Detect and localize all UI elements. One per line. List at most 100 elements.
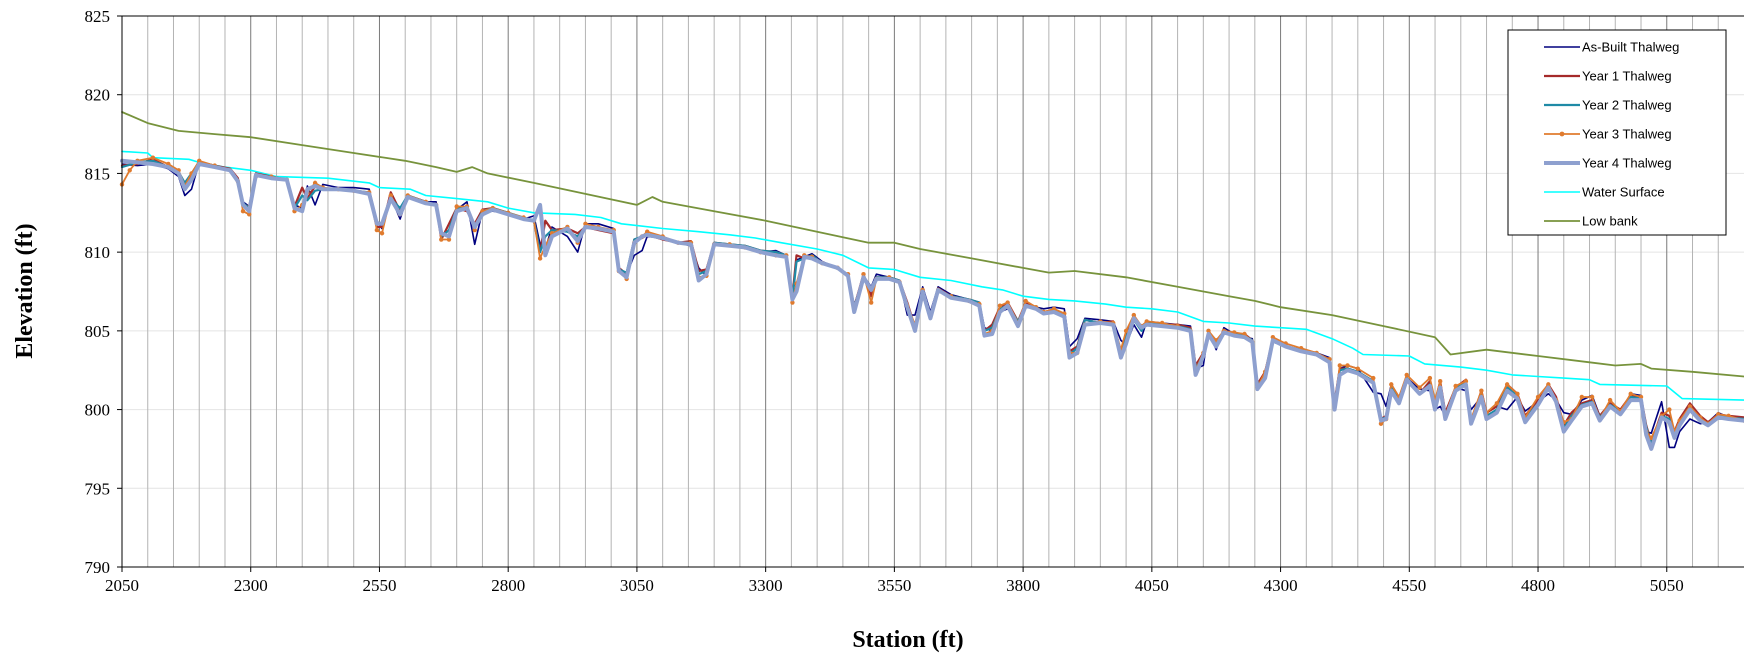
series-point bbox=[1337, 363, 1342, 368]
series-low-bank bbox=[121, 111, 1744, 378]
series-point bbox=[1005, 300, 1010, 305]
series-point bbox=[379, 231, 385, 236]
legend-item: Year 3 Thalweg bbox=[1544, 127, 1672, 142]
legend-item: As-Built Thalweg bbox=[1544, 40, 1679, 55]
x-tick-label: 4050 bbox=[1135, 576, 1169, 595]
series-point bbox=[1123, 328, 1129, 334]
y-tick-label: 805 bbox=[85, 322, 111, 341]
series-point bbox=[790, 300, 795, 305]
series-point bbox=[1589, 394, 1595, 400]
series-point bbox=[240, 209, 246, 214]
y-axis-title: Elevation (ft) bbox=[12, 223, 38, 358]
legend-item: Year 2 Thalweg bbox=[1544, 98, 1672, 113]
y-tick-labels: 790 795 800 805 810 815 820 825 bbox=[85, 7, 122, 577]
x-axis-title: Station (ft) bbox=[852, 627, 963, 653]
series-point bbox=[1131, 312, 1137, 318]
series-point bbox=[1535, 394, 1541, 400]
series-point bbox=[374, 227, 380, 233]
series-point bbox=[1463, 379, 1469, 384]
x-tick-label: 3050 bbox=[620, 576, 654, 595]
series-point bbox=[1546, 382, 1551, 387]
x-tick-label: 2300 bbox=[234, 576, 268, 595]
legend-box bbox=[1507, 29, 1727, 236]
series-point bbox=[312, 180, 318, 186]
series-point bbox=[1355, 366, 1361, 371]
plot-area bbox=[119, 15, 1744, 568]
legend-label: Year 1 Thalweg bbox=[1582, 69, 1672, 84]
legend-item: Water Surface bbox=[1544, 185, 1665, 200]
series-point bbox=[127, 168, 132, 173]
series-point bbox=[1417, 385, 1422, 390]
x-tick-label: 3300 bbox=[749, 576, 783, 595]
gridlines bbox=[122, 16, 1744, 567]
series-point bbox=[537, 256, 543, 261]
series-point bbox=[1453, 383, 1458, 389]
series-point bbox=[1504, 382, 1510, 387]
x-tick-label: 2550 bbox=[362, 576, 396, 595]
y-tick-label: 795 bbox=[85, 479, 111, 498]
x-tick-label: 4300 bbox=[1264, 576, 1298, 595]
y-tick-label: 825 bbox=[85, 7, 111, 26]
legend-marker bbox=[1559, 131, 1565, 137]
legend-label: As-Built Thalweg bbox=[1582, 40, 1679, 55]
x-tick-label: 3800 bbox=[1006, 576, 1040, 595]
y-tick-label: 800 bbox=[85, 401, 111, 420]
series-line bbox=[120, 158, 1744, 451]
y-tick-label: 790 bbox=[85, 558, 111, 577]
plot-frame bbox=[122, 16, 1744, 567]
series-point bbox=[1427, 375, 1433, 381]
series-point bbox=[1270, 334, 1276, 340]
legend-label: Low bank bbox=[1582, 214, 1638, 229]
series-layer bbox=[119, 111, 1744, 451]
series-point bbox=[1667, 407, 1672, 412]
legend-item: Low bank bbox=[1544, 214, 1638, 229]
legend-label: Year 4 Thalweg bbox=[1582, 156, 1672, 171]
legend-label: Water Surface bbox=[1582, 185, 1665, 200]
y-tick-label: 820 bbox=[85, 86, 111, 105]
series-point bbox=[1515, 391, 1520, 397]
series-point bbox=[1687, 404, 1693, 409]
legend-label: Year 3 Thalweg bbox=[1582, 127, 1672, 142]
series-point bbox=[1716, 412, 1721, 417]
series-point bbox=[997, 303, 1003, 308]
series-point bbox=[645, 229, 650, 234]
series-point bbox=[472, 227, 477, 233]
series-point bbox=[246, 212, 252, 217]
series-water-surface bbox=[121, 150, 1744, 401]
series-point bbox=[454, 204, 459, 209]
series-point bbox=[869, 300, 874, 305]
series-point bbox=[150, 155, 156, 160]
series-point bbox=[1345, 363, 1350, 368]
series-point bbox=[1638, 394, 1644, 400]
legend-label: Year 2 Thalweg bbox=[1582, 98, 1672, 113]
series-point bbox=[583, 221, 588, 227]
series-point bbox=[1371, 375, 1376, 381]
series-line bbox=[121, 150, 1744, 401]
series-point bbox=[1144, 319, 1149, 324]
x-tick-label: 4800 bbox=[1521, 576, 1555, 595]
series-point bbox=[1437, 379, 1443, 384]
y-tick-label: 815 bbox=[85, 164, 111, 183]
series-point bbox=[1023, 298, 1028, 304]
x-tick-label: 5050 bbox=[1650, 576, 1684, 595]
series-point bbox=[446, 237, 452, 242]
series-point bbox=[1607, 397, 1613, 403]
series-point bbox=[1649, 435, 1654, 441]
series-point bbox=[439, 237, 444, 242]
series-point bbox=[197, 158, 202, 164]
series-point bbox=[1389, 382, 1394, 387]
x-tick-label: 2800 bbox=[491, 576, 525, 595]
series-point bbox=[1479, 388, 1484, 393]
series-point bbox=[1051, 306, 1057, 312]
series-point bbox=[1494, 401, 1500, 406]
series-point bbox=[1628, 391, 1633, 397]
series-point bbox=[1404, 372, 1409, 378]
x-tick-label: 3550 bbox=[877, 576, 911, 595]
series-point bbox=[388, 193, 393, 198]
x-tick-label: 2050 bbox=[105, 576, 139, 595]
series-year-4-thalweg bbox=[120, 158, 1744, 451]
x-tick-labels: 2050 2300 2550 2800 3050 3300 3550 3800 4050 4300… bbox=[105, 567, 1684, 595]
series-point bbox=[1579, 394, 1585, 400]
series-line bbox=[121, 111, 1744, 378]
